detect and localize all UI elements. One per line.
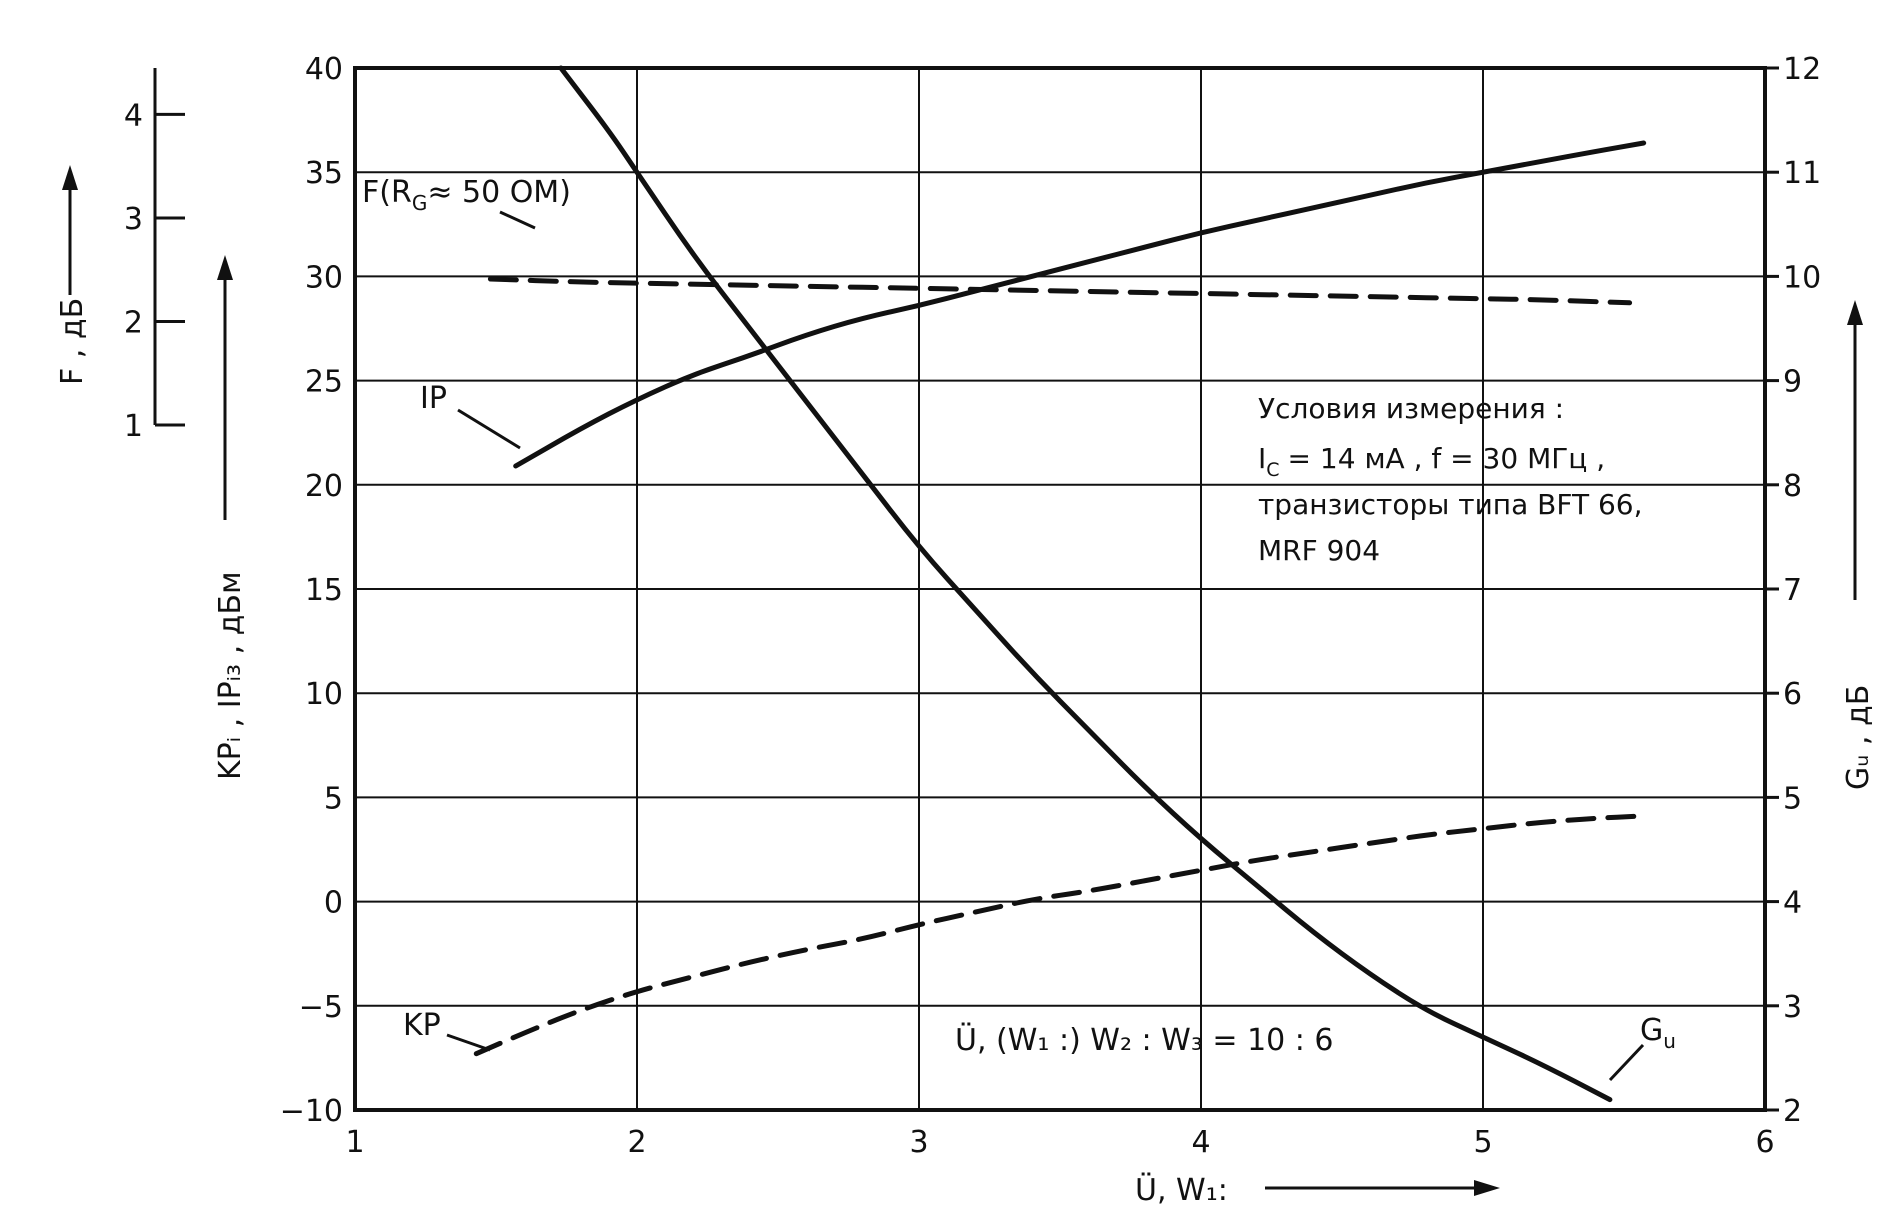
- x-tick-label: 2: [627, 1125, 646, 1160]
- series-line-kp: [473, 813, 1641, 1057]
- gu-label: Gu: [1640, 1013, 1676, 1053]
- kp-leader: [446, 1033, 491, 1052]
- conditions-line1: IC = 14 мА , f = 30 МГц ,: [1258, 442, 1605, 481]
- f-axis-arrowhead: [62, 165, 78, 190]
- series-line-f: [487, 276, 1633, 306]
- f-tick-label: 1: [124, 409, 143, 444]
- x-tick-label: 4: [1191, 1125, 1210, 1160]
- f-curve-label-sub: G: [412, 191, 428, 215]
- f-curve-leader: [499, 210, 536, 230]
- f-tick-label: 2: [124, 305, 143, 340]
- gu-label-sub: u: [1663, 1029, 1676, 1053]
- x-axis-label: Ü, W₁:: [1135, 1172, 1228, 1208]
- right-tick-label: 2: [1783, 1094, 1802, 1129]
- left-tick-label: 35: [305, 156, 343, 191]
- right-tick-label: 9: [1783, 365, 1802, 400]
- conditions-line1-i: I: [1258, 442, 1266, 475]
- x-tick-label: 6: [1755, 1125, 1774, 1160]
- conditions-line1-sub: C: [1266, 459, 1279, 481]
- f-curve-label-suffix: ≈ 50 ОМ): [427, 175, 571, 210]
- series-line-gu: [558, 65, 1613, 1103]
- right-tick-label: 12: [1783, 52, 1821, 87]
- right-tick-label: 10: [1783, 260, 1821, 295]
- right-tick-label: 8: [1783, 469, 1802, 504]
- left-tick-label: −5: [299, 990, 343, 1025]
- left-tick-label: −10: [280, 1094, 343, 1129]
- conditions-line2: транзисторы типа BFT 66,: [1258, 488, 1642, 521]
- left-tick-label: 20: [305, 469, 343, 504]
- right-axis-label: Gᵤ , дБ: [1841, 685, 1876, 790]
- conditions-line3: MRF 904: [1258, 534, 1380, 567]
- ip-leader: [457, 408, 521, 450]
- x-axis-arrowhead: [1474, 1180, 1500, 1196]
- left-tick-label: 30: [305, 260, 343, 295]
- left-tick-label: 40: [305, 52, 343, 87]
- right-tick-label: 7: [1783, 573, 1802, 608]
- right-tick-label: 6: [1783, 677, 1802, 712]
- f-tick-label: 3: [124, 202, 143, 237]
- f-axis-ticks: 1 2 3 4: [124, 98, 185, 444]
- left-tick-label: 10: [305, 677, 343, 712]
- left-axis-arrowhead: [217, 255, 233, 280]
- conditions-line1-rest: = 14 мА , f = 30 МГц ,: [1288, 442, 1606, 475]
- conditions-title: Условия измерения :: [1258, 392, 1564, 425]
- left-tick-label: 25: [305, 365, 343, 400]
- x-tick-label: 1: [345, 1125, 364, 1160]
- left-tick-label: 0: [324, 886, 343, 921]
- f-tick-label: 4: [124, 98, 143, 133]
- x-tick-label: 5: [1473, 1125, 1492, 1160]
- grid: [355, 68, 1765, 1110]
- series-line-ip: [513, 140, 1647, 469]
- gu-leader: [1608, 1043, 1645, 1082]
- left-tick-label: 5: [324, 781, 343, 816]
- left-tick-label: 15: [305, 573, 343, 608]
- f-axis-label: F , дБ: [55, 298, 90, 385]
- left-axis-label: KPᵢ , IPᵢ₃ , дБм: [213, 571, 248, 780]
- x-tick-label: 3: [909, 1125, 928, 1160]
- tick-labels: 1 2 3 4 5 6−10−505101520253035402345678910111…: [280, 52, 1822, 1160]
- f-curve-label-prefix: F(R: [362, 175, 412, 210]
- right-axis-arrowhead: [1847, 300, 1863, 325]
- kp-label: KP: [403, 1008, 441, 1043]
- ratio-note: Ü, (W₁ :) W₂ : W₃ = 10 : 6: [955, 1022, 1334, 1058]
- ip-label: IP: [420, 381, 447, 416]
- right-tick-label: 5: [1783, 781, 1802, 816]
- right-tick-label: 4: [1783, 886, 1802, 921]
- right-tick-label: 11: [1783, 156, 1821, 191]
- series-group: [473, 65, 1647, 1103]
- right-tick-label: 3: [1783, 990, 1802, 1025]
- gu-label-main: G: [1640, 1013, 1663, 1048]
- f-curve-label: F(RG≈ 50 ОМ): [362, 175, 571, 215]
